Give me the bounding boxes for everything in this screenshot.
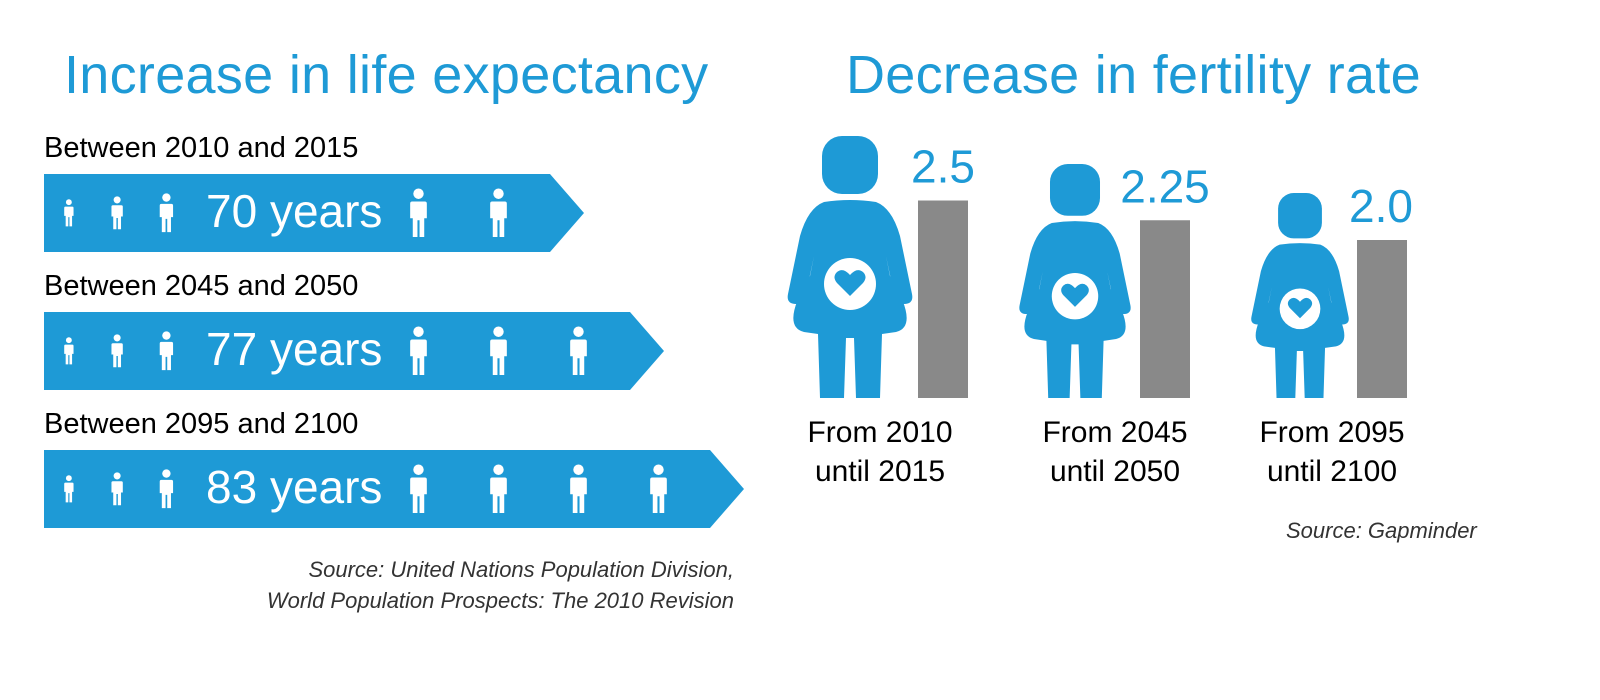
life-expectancy-arrow-bar: 83 years (44, 450, 744, 528)
period-label: Between 2010 and 2015 (44, 132, 359, 164)
period-caption: until 2100 (1267, 455, 1397, 488)
person-icon (489, 464, 507, 513)
life-expectancy-title: Increase in life expectancy (64, 45, 709, 105)
person-icon (159, 193, 173, 233)
life-expectancy-arrow-bar: 70 years (44, 174, 584, 252)
years-label: 83 years (206, 461, 383, 513)
source-line: Source: United Nations Population Divisi… (308, 557, 734, 582)
years-label: 77 years (206, 323, 383, 375)
source-line: World Population Prospects: The 2010 Rev… (266, 588, 734, 613)
period-caption: From 2010 (807, 416, 952, 449)
period-caption: until 2015 (815, 455, 945, 488)
fertility-bar (1357, 240, 1407, 398)
period-caption: until 2050 (1050, 455, 1180, 488)
period-caption: From 2095 (1259, 416, 1404, 449)
person-icon (409, 326, 427, 375)
person-icon (64, 475, 74, 503)
person-icon (409, 464, 427, 513)
person-icon (649, 464, 667, 513)
person-icon (111, 196, 123, 230)
life-expectancy-source: Source: United Nations Population Divisi… (267, 554, 734, 616)
pregnant-woman-icon (787, 136, 913, 398)
person-icon (569, 326, 587, 375)
fertility-bar (918, 200, 968, 398)
period-label: Between 2095 and 2100 (44, 408, 359, 440)
person-icon (489, 188, 507, 237)
person-icon (111, 334, 123, 368)
life-expectancy-arrow-bar: 77 years (44, 312, 664, 390)
person-icon (409, 188, 427, 237)
period-label: Between 2045 and 2050 (44, 270, 359, 302)
period-caption: From 2045 (1042, 416, 1187, 449)
fertility-bar (1140, 220, 1190, 398)
person-icon (111, 472, 123, 506)
person-icon (489, 326, 507, 375)
fertility-value-label: 2.25 (1120, 160, 1210, 212)
person-icon (569, 464, 587, 513)
person-icon (159, 331, 173, 371)
person-icon (64, 199, 74, 227)
years-label: 70 years (206, 185, 383, 237)
pregnant-woman-icon (1251, 193, 1349, 398)
person-icon (64, 337, 74, 365)
fertility-value-label: 2.0 (1349, 180, 1413, 232)
fertility-rate-title: Decrease in fertility rate (846, 45, 1422, 105)
pregnant-woman-icon (1019, 164, 1131, 398)
fertility-value-label: 2.5 (911, 141, 975, 193)
person-icon (159, 469, 173, 509)
fertility-source: Source: Gapminder (1286, 518, 1477, 543)
